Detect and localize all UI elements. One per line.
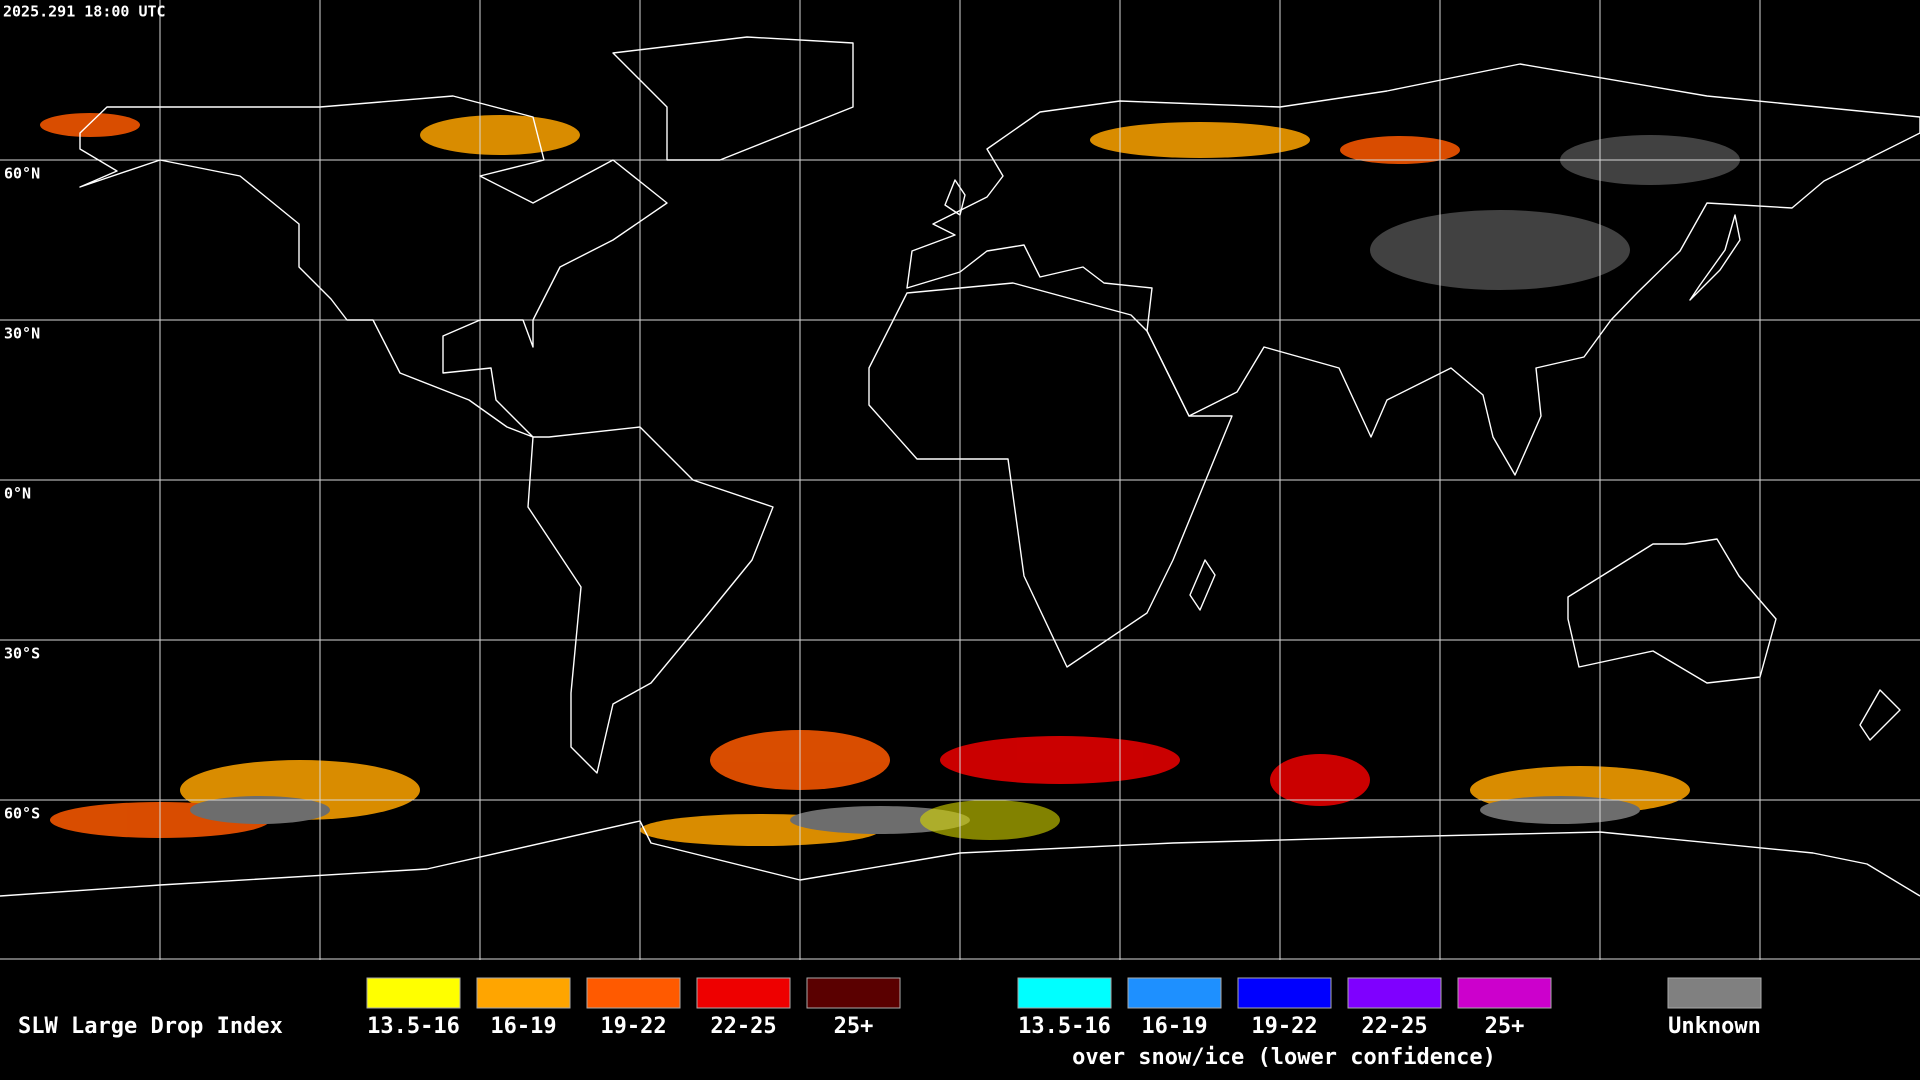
- legend-swatch: [1127, 977, 1222, 1009]
- legend-label: 16-19: [1141, 1014, 1207, 1039]
- legend-swatch: [806, 977, 901, 1009]
- cloud-patch: [1370, 210, 1630, 290]
- japan: [1689, 214, 1741, 301]
- cloud-patch: [1340, 136, 1460, 164]
- cloud-patch: [1270, 754, 1370, 806]
- legend-swatch: [1667, 977, 1762, 1009]
- legend-label: 13.5-16: [1018, 1014, 1111, 1039]
- legend-label: 16-19: [490, 1014, 556, 1039]
- lat-label: 60°S: [4, 805, 40, 823]
- legend-label: 13.5-16: [367, 1014, 460, 1039]
- legend-label: 22-25: [1361, 1014, 1427, 1039]
- australia: [1567, 538, 1777, 684]
- coastlines: [0, 36, 1920, 897]
- cloud-patch: [190, 796, 330, 824]
- legend-label: 25+: [834, 1014, 874, 1039]
- legend-swatch: [1347, 977, 1442, 1009]
- lat-label: 30°S: [4, 645, 40, 663]
- cloud-patch: [1090, 122, 1310, 158]
- legend-swatch: [476, 977, 571, 1009]
- legend-panel: [0, 960, 1920, 1080]
- legend-label: 19-22: [600, 1014, 666, 1039]
- africa: [868, 282, 1233, 668]
- snow-caption: over snow/ice (lower confidence): [1072, 1045, 1496, 1070]
- cloud-patch: [420, 115, 580, 155]
- britain: [944, 179, 966, 216]
- new-zealand: [1859, 689, 1901, 741]
- latitude-labels: 60°N 30°N 0°N 30°S 60°S: [4, 165, 40, 823]
- legend-label: 19-22: [1251, 1014, 1317, 1039]
- legend-label: 25+: [1485, 1014, 1525, 1039]
- legend-swatch: [1237, 977, 1332, 1009]
- eurasia: [906, 63, 1920, 476]
- legend-swatch: [1017, 977, 1112, 1009]
- legend-title: SLW Large Drop Index: [18, 1014, 283, 1039]
- lat-label: 60°N: [4, 165, 40, 183]
- madagascar: [1189, 559, 1216, 611]
- antarctica: [0, 820, 1920, 897]
- cloud-patch: [940, 736, 1180, 784]
- legend-label: Unknown: [1668, 1014, 1761, 1039]
- graticule: [0, 0, 1920, 960]
- south-america: [527, 426, 774, 774]
- legend-swatch: [1457, 977, 1552, 1009]
- legend-swatch: [586, 977, 681, 1009]
- cloud-patch: [920, 800, 1060, 840]
- legend: 13.5-16 16-19 19-22 22-25 25+ 13.5-16 16-19 19-…: [366, 977, 1762, 1039]
- legend-swatch: [696, 977, 791, 1009]
- lat-label: 0°N: [4, 485, 31, 503]
- north-america: [79, 95, 668, 438]
- cloud-patch: [40, 113, 140, 137]
- lat-label: 30°N: [4, 325, 40, 343]
- greenland: [612, 36, 854, 161]
- legend-label: 22-25: [710, 1014, 776, 1039]
- legend-swatch: [366, 977, 461, 1009]
- timestamp: 2025.291 18:00 UTC: [3, 3, 166, 21]
